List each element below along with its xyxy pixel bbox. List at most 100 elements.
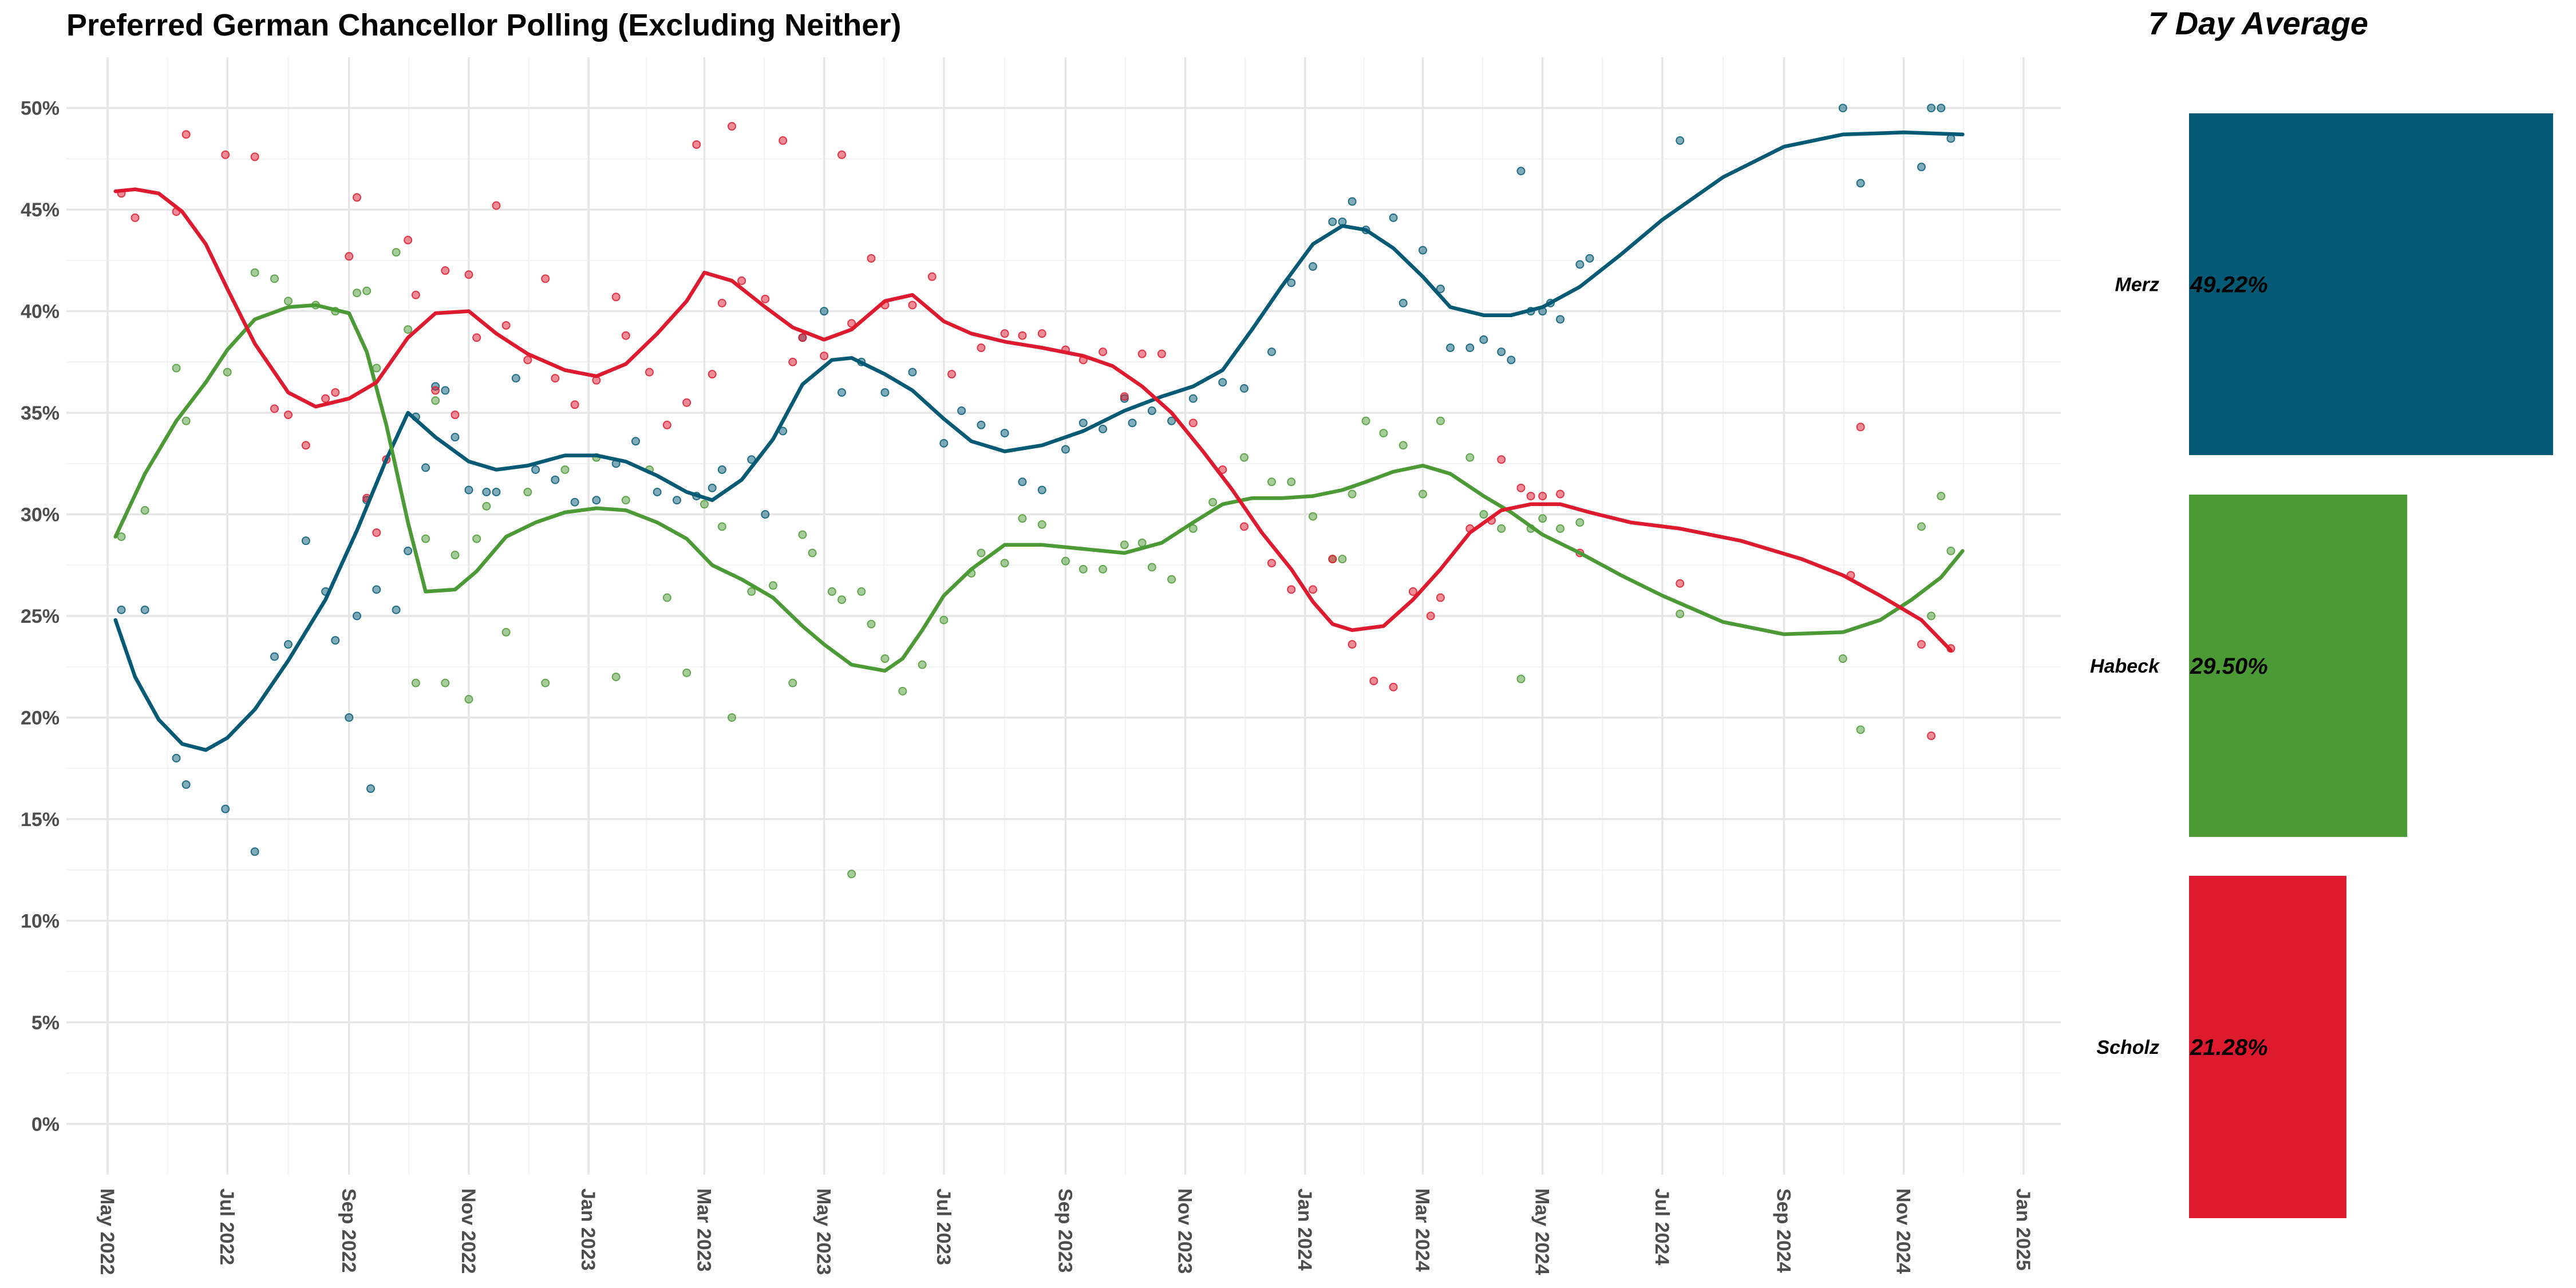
data-point bbox=[362, 286, 372, 295]
data-point bbox=[570, 400, 579, 409]
y-tick-label: 10% bbox=[21, 910, 60, 932]
data-point bbox=[1000, 559, 1009, 568]
data-point bbox=[1538, 492, 1547, 501]
data-point bbox=[411, 290, 420, 299]
data-point bbox=[1120, 540, 1129, 550]
data-point bbox=[798, 333, 807, 342]
y-tick-label: 30% bbox=[21, 504, 60, 526]
data-point bbox=[788, 678, 797, 688]
data-point bbox=[1516, 674, 1526, 683]
data-point bbox=[1348, 489, 1357, 499]
data-point bbox=[808, 548, 817, 558]
data-point bbox=[1856, 179, 1865, 188]
data-point bbox=[541, 678, 550, 688]
data-point bbox=[1556, 489, 1565, 499]
data-point bbox=[908, 301, 917, 310]
data-point bbox=[611, 293, 621, 302]
data-point bbox=[283, 297, 293, 306]
data-point bbox=[1267, 559, 1276, 568]
data-point bbox=[717, 465, 726, 474]
data-point bbox=[977, 420, 986, 429]
data-point bbox=[1389, 213, 1398, 222]
data-point bbox=[1078, 564, 1088, 574]
data-point bbox=[345, 252, 354, 261]
data-point bbox=[820, 351, 829, 361]
data-point bbox=[372, 528, 381, 537]
data-point bbox=[392, 248, 401, 257]
bar-scholz bbox=[2189, 876, 2346, 1218]
data-point bbox=[464, 270, 473, 279]
data-point bbox=[451, 433, 460, 442]
trend-line-merz bbox=[113, 131, 1965, 752]
data-point bbox=[1676, 136, 1685, 145]
data-point bbox=[1147, 563, 1156, 572]
data-point bbox=[472, 333, 481, 342]
data-point bbox=[1099, 424, 1108, 433]
x-tick-label: Nov 2022 bbox=[457, 1188, 479, 1274]
data-point bbox=[441, 266, 450, 275]
data-point bbox=[1167, 416, 1176, 425]
data-point bbox=[131, 213, 140, 222]
data-point bbox=[1188, 524, 1198, 533]
data-point bbox=[692, 140, 701, 149]
data-point bbox=[270, 404, 279, 413]
data-point bbox=[708, 483, 717, 492]
y-tick-label: 5% bbox=[31, 1012, 60, 1034]
data-point bbox=[1267, 347, 1276, 357]
data-point bbox=[451, 410, 460, 420]
data-point bbox=[631, 437, 640, 446]
data-point bbox=[918, 660, 927, 669]
data-point bbox=[1436, 593, 1445, 602]
x-tick-label: Mar 2024 bbox=[1412, 1188, 1433, 1272]
data-point bbox=[345, 713, 354, 722]
data-point bbox=[1061, 556, 1070, 566]
data-point bbox=[301, 441, 310, 450]
data-point bbox=[1575, 260, 1585, 269]
data-point bbox=[404, 325, 413, 334]
data-point bbox=[1361, 416, 1370, 425]
data-point bbox=[181, 780, 191, 789]
data-point bbox=[441, 678, 450, 688]
data-point bbox=[250, 268, 259, 277]
data-point bbox=[737, 276, 746, 285]
data-point bbox=[880, 654, 890, 663]
data-point bbox=[1188, 418, 1198, 428]
data-point bbox=[662, 420, 671, 429]
data-point bbox=[172, 364, 181, 373]
y-tick-label: 0% bbox=[31, 1113, 60, 1135]
data-point bbox=[492, 488, 501, 497]
data-point bbox=[939, 438, 949, 448]
data-point bbox=[1538, 514, 1547, 523]
data-point bbox=[1465, 453, 1475, 462]
data-point bbox=[501, 321, 511, 330]
x-tick-label: Jan 2025 bbox=[2012, 1188, 2034, 1271]
data-point bbox=[957, 406, 966, 416]
y-tick-label: 25% bbox=[21, 606, 60, 627]
data-point bbox=[1120, 392, 1129, 401]
x-tick-label: Jan 2024 bbox=[1294, 1188, 1315, 1271]
data-point bbox=[837, 388, 847, 397]
data-point bbox=[140, 605, 149, 614]
data-point bbox=[1128, 418, 1137, 428]
bar-chart-panel: Merz 49.22% Habeck 29.50% Scholz 21.28% bbox=[2090, 113, 2553, 1218]
data-point bbox=[768, 581, 777, 590]
data-point bbox=[1309, 585, 1317, 594]
data-point bbox=[172, 753, 181, 762]
data-point bbox=[779, 136, 788, 145]
data-point bbox=[1419, 489, 1428, 499]
data-point bbox=[404, 546, 413, 555]
data-point bbox=[223, 368, 232, 377]
data-point bbox=[1937, 104, 1946, 113]
data-point bbox=[1167, 575, 1176, 584]
x-tick-label: Nov 2023 bbox=[1174, 1188, 1196, 1274]
data-point bbox=[1037, 329, 1046, 338]
data-point bbox=[250, 152, 259, 161]
x-tick-label: Jul 2024 bbox=[1651, 1188, 1673, 1265]
data-point bbox=[1838, 654, 1847, 663]
data-point bbox=[353, 289, 362, 298]
data-point bbox=[1348, 640, 1357, 649]
data-point bbox=[464, 695, 473, 704]
data-point bbox=[1218, 378, 1227, 387]
